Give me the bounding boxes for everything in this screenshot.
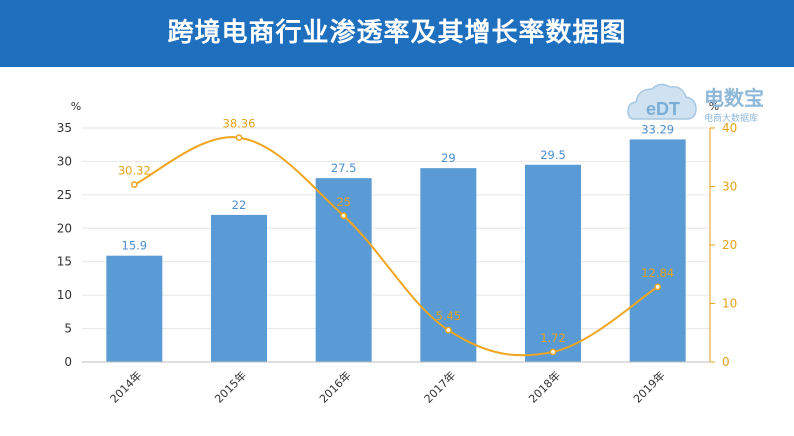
bars <box>106 139 686 362</box>
line-point <box>235 134 243 141</box>
right-tick-label: 20 <box>722 238 737 252</box>
bar <box>315 178 372 362</box>
bar-value-label: 33.29 <box>641 122 674 136</box>
gridlines <box>82 127 710 330</box>
right-tick-label: 0 <box>722 355 730 369</box>
line-value-label: 30.32 <box>118 164 151 178</box>
line-point <box>654 283 662 291</box>
line-point <box>444 326 452 334</box>
bar-value-label: 29 <box>441 151 456 165</box>
line-value-label: 38.36 <box>223 117 256 131</box>
bar-value-label: 22 <box>232 198 247 212</box>
right-axis-unit: % <box>709 100 719 113</box>
left-tick-label: 15 <box>57 255 72 269</box>
chart-title: 跨境电商行业渗透率及其增长率数据图 <box>167 18 627 48</box>
left-tick-label: 20 <box>57 221 72 235</box>
bar-value-label: 15.9 <box>122 239 148 253</box>
line-point <box>130 181 138 188</box>
bar-value-label: 29.5 <box>540 148 566 162</box>
x-tick-label: 2019年 <box>630 368 667 405</box>
axes <box>82 127 715 363</box>
line-value-label: 12.84 <box>641 266 674 280</box>
line-point <box>340 212 348 220</box>
bar <box>106 255 163 362</box>
logo-text: 电数宝 <box>704 86 764 110</box>
x-tick-label: 2014年 <box>107 368 144 405</box>
left-tick-label: 25 <box>57 188 72 202</box>
logo-subtext: 电商大数据库 <box>704 112 758 124</box>
data-labels: 15.9 22 27.5 29 29.5 33.29 30.32 38.36 25 5.45 1.7… <box>118 117 674 345</box>
growth-line <box>130 134 662 357</box>
x-tick-label: 2016年 <box>316 368 353 405</box>
x-tick-label: 2015年 <box>212 368 249 405</box>
line-value-label: 1.72 <box>540 331 566 345</box>
title-banner <box>0 0 794 67</box>
chart: 15.9 22 27.5 29 29.5 33.29 30.32 38.36 25 5.45 1.7… <box>57 100 738 406</box>
logo: eDT 电数宝 电商大数据库 <box>627 83 764 124</box>
line-point <box>549 348 557 356</box>
line-value-label: 5.45 <box>436 309 462 323</box>
left-tick-label: 30 <box>57 154 72 168</box>
line-value-label: 25 <box>336 195 351 209</box>
left-axis-unit: % <box>71 100 81 113</box>
bar <box>525 164 581 362</box>
bar-value-label: 27.5 <box>331 161 357 175</box>
growth-line-path <box>133 136 659 357</box>
bar <box>211 214 267 362</box>
cloud-icon <box>627 83 697 120</box>
logo-mark: eDT <box>646 99 680 119</box>
x-tick-label: 2018年 <box>526 368 563 405</box>
bar <box>629 139 686 362</box>
left-tick-label: 5 <box>64 322 72 336</box>
left-tick-label: 0 <box>64 355 72 369</box>
right-tick-label: 10 <box>722 297 737 311</box>
x-tick-label: 2017年 <box>421 368 458 405</box>
right-tick-label: 40 <box>722 121 737 135</box>
right-tick-label: 30 <box>722 180 737 194</box>
left-tick-label: 10 <box>57 288 72 302</box>
left-tick-label: 35 <box>57 121 72 135</box>
